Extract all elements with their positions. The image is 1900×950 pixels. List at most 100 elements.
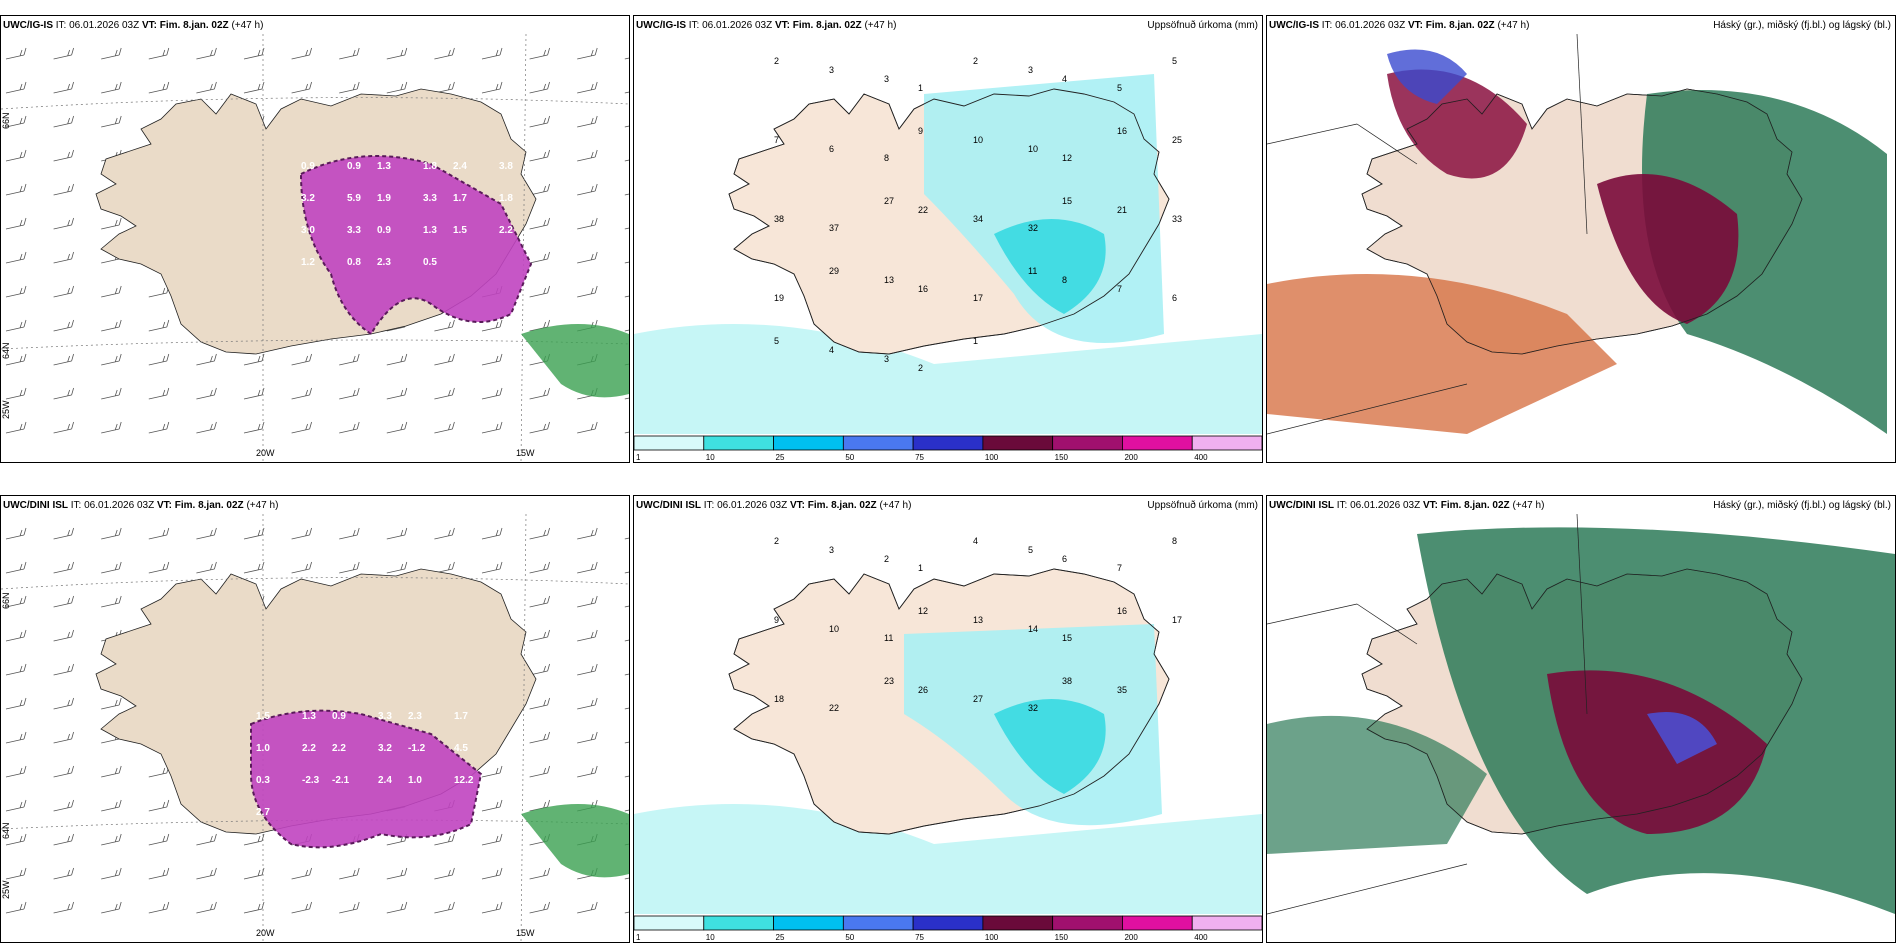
colorbar-tick: 200 (1124, 453, 1138, 462)
colorbar-segment (634, 915, 705, 931)
colorbar-tick: 1 (636, 933, 641, 942)
snow-value-label: 3.2 (301, 193, 315, 204)
precip-value-label: 10 (829, 624, 839, 634)
snow-value-label: 3.3 (423, 193, 437, 204)
precip-value-label: 4 (1062, 74, 1067, 84)
panel-title: Háský (gr.), miðský (fj.bl.) og lágský (… (1713, 20, 1891, 31)
precip-value-label: 38 (774, 214, 784, 224)
precip-value-label: 8 (1172, 536, 1177, 546)
blue-cloud-layer (1387, 49, 1467, 104)
snow-contour (250, 709, 483, 849)
colorbar-tick: 200 (1124, 933, 1138, 942)
lon-label-20w: 20W (256, 928, 275, 938)
precip-value-label: 4 (973, 536, 978, 546)
colorbar-tick: 10 (706, 933, 715, 942)
precip-value-label: 9 (918, 126, 923, 136)
precip-value-label: 11 (884, 633, 893, 643)
precip-value-label: 10 (1028, 144, 1038, 154)
precip-value-label: 6 (829, 144, 834, 154)
precip-value-labels: 2331234557689101012162538372722343215213… (774, 56, 1182, 373)
precip-value-label: 16 (918, 284, 928, 294)
panel-header: UWC/DINI ISL IT: 06.01.2026 03Z VT: Fim.… (3, 500, 279, 511)
colorbar-segment (912, 915, 984, 931)
precip-value-label: 11 (1028, 266, 1037, 276)
graticule (1, 514, 629, 942)
panel-snow-ig: UWC/IG-IS IT: 06.01.2026 03Z VT: Fim. 8.… (0, 15, 630, 463)
snow-value-label: 4.5 (454, 743, 468, 754)
precip-value-label: 8 (1062, 275, 1067, 285)
precip-map-ig: 2331234557689101012162538372722343215213… (634, 34, 1262, 462)
mid-cloud-core (1597, 174, 1739, 324)
precip-value-label: 5 (1028, 545, 1033, 555)
mid-cloud-layer (1547, 670, 1767, 834)
snow-value-label: 0.9 (332, 711, 346, 722)
precip-value-label: 2 (774, 536, 779, 546)
snow-value-label: 3.3 (378, 711, 392, 722)
snow-value-label: 1.0 (256, 743, 270, 754)
precip-value-label: 27 (884, 196, 894, 206)
panel-precip-ig: UWC/IG-IS IT: 06.01.2026 03Z VT: Fim. 8.… (633, 15, 1263, 463)
precip-value-label: 15 (1062, 633, 1072, 643)
precip-value-label: 21 (1117, 205, 1127, 215)
snow-map-ig: 0.9 0.9 1.3 1.8 2.4 3.8 3.2 5.9 1.9 3.3 1.7 1.8 3.0 3… (1, 34, 629, 462)
precip-value-label: 3 (884, 354, 889, 364)
precip-value-label: 37 (829, 223, 839, 233)
snow-value-label: 1.3 (423, 225, 437, 236)
colorbar-segment (1052, 915, 1123, 931)
precip-value-label: 18 (774, 694, 784, 704)
precip-value-label: 32 (1028, 703, 1038, 713)
snow-value-label: 3.8 (499, 161, 513, 172)
colorbar-segment (634, 435, 705, 451)
precip-value-label: 6 (1172, 293, 1177, 303)
snow-region (301, 156, 531, 334)
colorbar-segment (1191, 435, 1262, 451)
snow-value-label: 2.4 (378, 775, 392, 786)
snow-value-label: 2.3 (377, 257, 391, 268)
snow-value-label: 2.2 (302, 743, 316, 754)
snow-value-label: -2.3 (302, 775, 320, 786)
precip-band-low (634, 324, 1262, 434)
low-cloud-layer (1642, 90, 1887, 434)
precip-value-label: 12 (918, 606, 928, 616)
panel-header: UWC/IG-IS IT: 06.01.2026 03Z VT: Fim. 8.… (1269, 20, 1530, 31)
precip-value-label: 29 (829, 266, 839, 276)
snow-map-dini: 1.5 1.3 0.9 3.3 2.3 1.7 1.0 2.2 2.2 3.2 -1.2 4.5 0.3… (1, 514, 629, 942)
snow-value-label: 1.0 (408, 775, 422, 786)
snow-value-label: -1.2 (408, 743, 426, 754)
precip-value-label: 13 (973, 615, 983, 625)
snow-value-label: 2.2 (332, 743, 346, 754)
snow-value-label: 0.9 (301, 161, 315, 172)
colorbar-tick: 10 (706, 453, 715, 462)
snow-value-label: 1.5 (453, 225, 467, 236)
precip-value-label: 22 (918, 205, 928, 215)
lat-label-66n: 66N (1, 112, 11, 129)
precip-value-label: 25 (1172, 135, 1182, 145)
snow-value-label: 1.9 (377, 193, 391, 204)
colorbar-tick: 75 (915, 933, 924, 942)
colorbar-segment (842, 915, 914, 931)
snow-value-label: 2.7 (256, 807, 270, 818)
snow-value-labels: 1.5 1.3 0.9 3.3 2.3 1.7 1.0 2.2 2.2 3.2 -1.2 4.5 0.3… (256, 711, 474, 818)
precip-value-label: 2 (973, 56, 978, 66)
precip-value-label: 2 (918, 363, 923, 373)
snow-value-label: 0.5 (423, 257, 437, 268)
snow-value-label: 3.2 (378, 743, 392, 754)
precip-value-labels: 2321456789101112131415161718222326273238… (774, 536, 1182, 713)
snow-value-label: 1.2 (301, 257, 315, 268)
colorbar-tick: 100 (985, 453, 999, 462)
colorbar-segment (912, 435, 984, 451)
precip-value-label: 17 (1172, 615, 1182, 625)
snow-contour (299, 155, 533, 336)
coastline (1361, 568, 1803, 835)
coastline (728, 568, 1170, 835)
precip-value-label: 3 (829, 545, 834, 555)
precip-value-label: 19 (774, 293, 784, 303)
low-cloud-west (1267, 715, 1487, 854)
snow-value-label: 2.3 (408, 711, 422, 722)
snow-region (251, 710, 481, 848)
precip-value-label: 1 (918, 563, 923, 573)
colorbar-segment (773, 435, 844, 451)
precip-value-label: 1 (918, 83, 923, 93)
colorbar-segment (1122, 435, 1193, 451)
snow-value-label: -2.1 (332, 775, 350, 786)
